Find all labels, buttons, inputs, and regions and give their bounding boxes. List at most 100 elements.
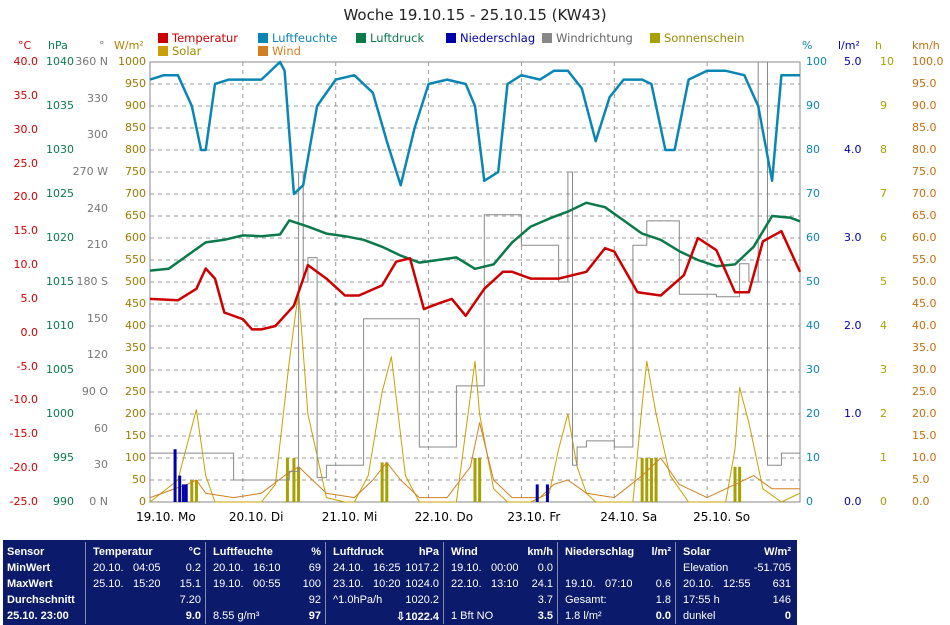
sun-unit: h bbox=[875, 39, 882, 52]
solar-tick: 400 bbox=[125, 319, 146, 332]
legend-item-7: Wind bbox=[258, 44, 301, 58]
sensor-min: MinWert bbox=[7, 562, 51, 574]
sun-tick: 6 bbox=[880, 231, 887, 244]
rain-tick: 0.0 bbox=[844, 495, 862, 508]
hum-max-time: 00:55 bbox=[253, 578, 281, 590]
hum-min-date: 20.10. bbox=[213, 562, 244, 574]
sensor-avg: Durchschnitt bbox=[7, 594, 75, 606]
press-max-date: 23.10. bbox=[333, 578, 364, 590]
col-press: Luftdruck hPa 24.10. 16:25 1017.2 23.10. 10:… bbox=[329, 542, 444, 624]
temp-max-value: 15.1 bbox=[179, 578, 201, 590]
hum-header-unit: % bbox=[311, 546, 321, 558]
hum-unit: % bbox=[802, 39, 813, 52]
dir-tick: 150 bbox=[87, 311, 108, 325]
temp-max-date: 25.10. bbox=[93, 578, 124, 590]
dir-tick: 60 bbox=[94, 421, 108, 435]
sunshine-bar bbox=[473, 458, 477, 502]
wind-current-value: 3.5 bbox=[537, 610, 553, 622]
solar-tick: 950 bbox=[125, 77, 146, 90]
rain-max-date: 19.10. bbox=[565, 578, 596, 590]
wind-tick: 25.0 bbox=[912, 385, 937, 398]
solar-tick: 100 bbox=[125, 451, 146, 464]
wind-tick: 95.0 bbox=[912, 77, 937, 90]
legend-swatch bbox=[158, 33, 168, 43]
wind-tick: 0.0 bbox=[912, 495, 930, 508]
temp-tick: 0.0 bbox=[20, 325, 39, 339]
col-hum: Luftfeuchte% 20.10. 16:10 69 19.10. 00:55 10… bbox=[209, 542, 326, 624]
weather-chart bbox=[149, 60, 802, 503]
legend-label: Luftfeuchte bbox=[272, 31, 338, 45]
series-line-temperatur bbox=[149, 229, 802, 331]
solar-elevation-value: -51.705 bbox=[753, 562, 791, 574]
rain-header-unit: l/m² bbox=[651, 546, 671, 558]
wind-unit: km/h bbox=[912, 39, 940, 52]
temp-tick: 15.0 bbox=[13, 224, 39, 238]
wind-header-unit: km/h bbox=[527, 546, 553, 558]
solar-current-value: 0 bbox=[784, 610, 791, 622]
col-solar: Solar W/m² Elevation -51.705 20.10. 12:55 63… bbox=[679, 542, 795, 624]
hum-tick: 80 bbox=[806, 143, 820, 156]
legend-swatch bbox=[542, 33, 552, 43]
dir-tick: 240 bbox=[87, 201, 108, 215]
wind-tick: 15.0 bbox=[912, 429, 937, 442]
solar-avg-value: 146 bbox=[772, 594, 791, 606]
wind-min-time: 00:00 bbox=[491, 562, 519, 574]
dir-tick: 0 N bbox=[89, 495, 108, 508]
temp-tick: 35.0 bbox=[13, 88, 39, 102]
solar-tick: 0 bbox=[139, 495, 146, 508]
dir-tick: 360 N bbox=[75, 55, 108, 68]
temp-tick: 20.0 bbox=[13, 190, 39, 204]
hum-tick: 0 bbox=[806, 495, 813, 508]
rain-header: Niederschlag bbox=[565, 546, 635, 558]
rain-total-value: 1.8 bbox=[655, 594, 671, 606]
sun-tick: 7 bbox=[880, 187, 887, 200]
wind-max-time: 13:10 bbox=[491, 578, 519, 590]
sunshine-bar bbox=[640, 458, 644, 502]
dir-tick: 30 bbox=[94, 458, 108, 472]
x-tick: 22.10. Do bbox=[414, 510, 474, 524]
temp-min-time: 04:05 bbox=[133, 562, 161, 574]
solar-max-value: 631 bbox=[772, 578, 791, 590]
legend-item-1: Luftfeuchte bbox=[258, 31, 337, 45]
legend-label: Solar bbox=[172, 44, 202, 58]
hum-tick: 50 bbox=[806, 275, 820, 288]
wind-tick: 60.0 bbox=[912, 231, 937, 244]
temp-tick: 5.0 bbox=[20, 291, 39, 305]
dir-tick: 330 bbox=[87, 91, 108, 105]
sun-tick: 4 bbox=[880, 319, 887, 332]
sunshine-bar bbox=[297, 466, 301, 502]
wind-tick: 40.0 bbox=[912, 319, 937, 332]
rain-sum: 1.8 l/m² bbox=[565, 610, 602, 622]
legend-item-4: Windrichtung bbox=[542, 31, 633, 45]
sunshine-bar bbox=[292, 458, 296, 502]
hum-min-time: 16:10 bbox=[253, 562, 281, 574]
stats-table: Sensor MinWert MaxWert Durchschnitt 25.1… bbox=[3, 540, 797, 625]
wind-tick: 75.0 bbox=[912, 165, 937, 178]
wind-tick: 10.0 bbox=[912, 451, 937, 464]
solar-tick: 450 bbox=[125, 297, 146, 310]
sun-tick: 0 bbox=[880, 495, 887, 508]
legend-label: Luftdruck bbox=[370, 31, 425, 45]
solar-tick: 350 bbox=[125, 341, 146, 354]
press-tick: 1005 bbox=[46, 363, 74, 376]
wind-tick: 55.0 bbox=[912, 253, 937, 266]
rain-current-value: 0.0 bbox=[655, 610, 671, 622]
x-tick: 24.10. Sa bbox=[600, 510, 658, 524]
sunshine-bar bbox=[738, 466, 742, 502]
sensor-max: MaxWert bbox=[7, 578, 53, 590]
rain-tick: 4.0 bbox=[844, 143, 862, 156]
wind-tick: 70.0 bbox=[912, 187, 937, 200]
solar-tick: 250 bbox=[125, 385, 146, 398]
wind-max-value: 24.1 bbox=[531, 578, 553, 590]
press-avg-value: 1020.2 bbox=[405, 594, 439, 606]
legend-label: Niederschlag bbox=[460, 31, 536, 45]
temp-unit: °C bbox=[18, 39, 32, 52]
dir-tick: 210 bbox=[87, 238, 108, 252]
sun-tick: 3 bbox=[880, 363, 887, 376]
wind-bft: 1 Bft NO bbox=[451, 610, 494, 622]
wind-header: Wind bbox=[451, 546, 478, 558]
sun-tick: 1 bbox=[880, 451, 887, 464]
temp-tick: -10.0 bbox=[9, 393, 38, 407]
wind-tick: 50.0 bbox=[912, 275, 937, 288]
press-tick: 1020 bbox=[46, 231, 74, 244]
